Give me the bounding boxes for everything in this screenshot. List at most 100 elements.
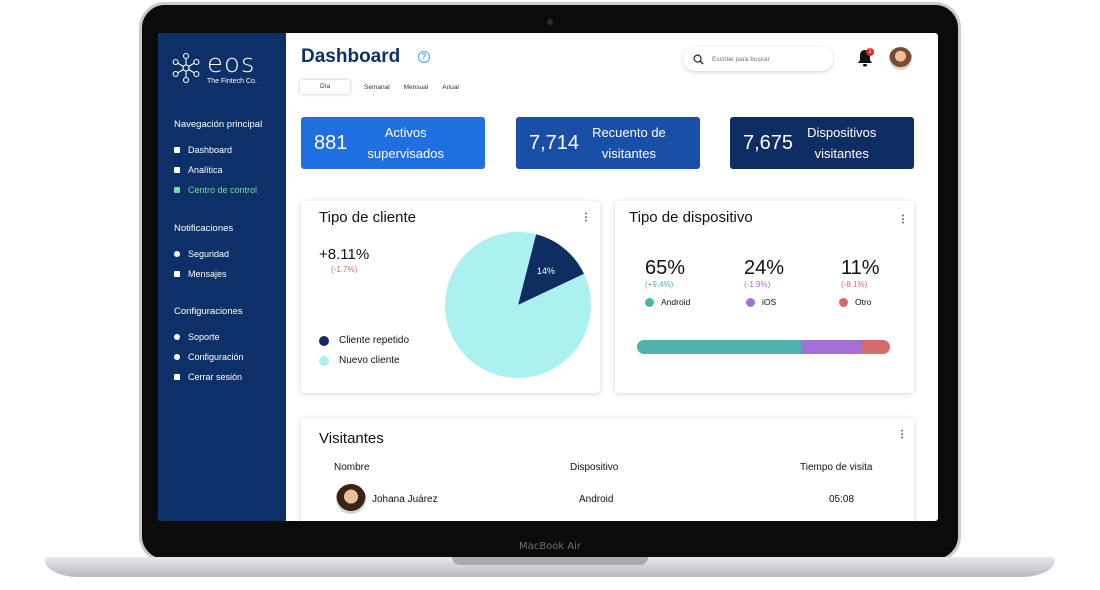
column-header-visit-time[interactable]: Tiempo de visita: [800, 462, 873, 473]
legend-swatch: [319, 355, 329, 366]
notification-badge: 1: [866, 48, 874, 56]
nav-section-settings: Configuraciones Soporte Configuración Ce…: [174, 306, 244, 387]
sidebar-item-label: Cerrar sesión: [188, 372, 243, 382]
sidebar-item-label: Soporte: [188, 332, 220, 342]
help-icon[interactable]: ?: [418, 51, 430, 63]
stat-label: Activos supervisados: [367, 122, 444, 164]
stat-value: 881: [314, 131, 348, 154]
tab-weekly[interactable]: Semanal: [364, 83, 390, 91]
device-name: Android: [661, 297, 691, 307]
column-header-device[interactable]: Dispositivo: [570, 462, 619, 473]
device-delta-ios: (-1.9%): [744, 280, 771, 289]
tab-day[interactable]: Día: [300, 80, 350, 94]
search-input[interactable]: [712, 55, 822, 63]
sidebar: eos The Fintech Co. Navegación principal…: [158, 33, 286, 521]
sidebar-item-settings[interactable]: Configuración: [174, 347, 244, 367]
device-name: iOS: [762, 297, 777, 307]
logo-name: eos: [207, 49, 256, 79]
sidebar-item-support[interactable]: Soporte: [174, 327, 244, 347]
device-legend-android: Android: [645, 297, 690, 307]
device-delta-other: (-8.1%): [841, 280, 868, 289]
device-type-panel: Tipo de dispositivo ⋮ 65% (+9.4%) Androi…: [615, 201, 914, 393]
client-type-pie-chart: 14%: [445, 232, 591, 378]
search-icon: [693, 54, 704, 65]
logo-text: eos The Fintech Co.: [207, 51, 257, 85]
avatar[interactable]: [889, 47, 912, 70]
stat-label-line2: supervisados: [367, 146, 444, 161]
page-title: Dashboard: [301, 46, 401, 67]
device-pct-ios: 24%: [744, 257, 785, 279]
grid-icon: [174, 147, 180, 153]
sidebar-item-label: Analítica: [188, 165, 223, 175]
sidebar-item-label: Dashboard: [188, 145, 233, 155]
nav-section-title: Configuraciones: [174, 306, 243, 317]
sidebar-item-label: Seguridad: [188, 249, 230, 259]
sidebar-item-label: Configuración: [188, 352, 244, 362]
panel-title: Visitantes: [319, 430, 384, 447]
control-icon: [174, 187, 180, 193]
sidebar-item-control-center[interactable]: Centro de control: [174, 180, 262, 200]
support-icon: [174, 334, 180, 340]
shield-icon: [174, 251, 180, 257]
stat-card-visitor-devices[interactable]: 7,675 Dispositivos visitantes: [730, 117, 914, 169]
device-legend-other: Otro: [839, 297, 872, 307]
stat-label-line2: visitantes: [814, 146, 869, 161]
nav-section-title: Navegación principal: [174, 119, 263, 130]
stat-label: Dispositivos visitantes: [807, 122, 876, 164]
sidebar-item-logout[interactable]: Cerrar sesión: [174, 367, 244, 387]
search-box[interactable]: [683, 47, 833, 71]
tab-monthly[interactable]: Mensual: [403, 83, 429, 91]
pie-slice-new-client: [445, 232, 591, 378]
device-bar-segment-ios: [801, 340, 863, 354]
legend-label: Cliente repetido: [339, 335, 410, 346]
legend-label: Nuevo cliente: [339, 355, 400, 366]
gear-icon: [174, 354, 180, 360]
sidebar-item-dashboard[interactable]: Dashboard: [174, 140, 262, 160]
pie-data-label: 14%: [537, 266, 555, 276]
tab-yearly[interactable]: Anual: [442, 83, 459, 91]
legend-swatch: [839, 297, 848, 307]
more-menu-icon[interactable]: ⋮: [897, 429, 907, 440]
device-name: Otro: [855, 297, 872, 307]
stat-card-visitor-count[interactable]: 7,714 Recuento de visitantes: [516, 117, 700, 169]
column-header-name[interactable]: Nombre: [334, 462, 370, 473]
nav-section-title: Notificaciones: [174, 223, 234, 234]
logout-icon: [174, 374, 180, 380]
message-icon: [174, 271, 180, 277]
network-logo-icon: [172, 52, 200, 84]
nav-section-notifications: Notificaciones Seguridad Mensajes: [174, 223, 233, 284]
stat-label-line2: visitantes: [601, 146, 657, 161]
stat-card-assets[interactable]: 881 Activos supervisados: [301, 117, 485, 169]
more-menu-icon[interactable]: ⋮: [898, 214, 908, 225]
logo[interactable]: eos The Fintech Co.: [169, 51, 257, 85]
client-change-sub: (-1.7%): [331, 265, 358, 274]
visitor-device: Android: [579, 494, 614, 505]
pie-slice-repeat-client: [518, 234, 585, 305]
sidebar-item-messages[interactable]: Mensajes: [174, 264, 233, 284]
device-bar-segment-android: [637, 340, 802, 354]
device-pct-android: 65%: [645, 257, 686, 279]
client-type-panel: Tipo de cliente ⋮ +8.11% (-1.7%) 14% Cli…: [301, 201, 600, 393]
stat-value: 7,675: [743, 131, 794, 154]
app-screen: eos The Fintech Co. Navegación principal…: [158, 33, 938, 521]
stat-label-line1: Recuento de: [592, 125, 666, 140]
device-delta-android: (+9.4%): [645, 280, 674, 289]
more-menu-icon[interactable]: ⋮: [581, 212, 591, 223]
stat-label: Recuento de visitantes: [592, 122, 666, 164]
legend-item-repeat-client: Cliente repetido: [319, 335, 409, 346]
avatar: [336, 484, 366, 514]
laptop-base: [45, 557, 1055, 577]
panel-title: Tipo de dispositivo: [629, 209, 753, 226]
client-change-value: +8.11%: [319, 246, 370, 263]
legend-swatch: [746, 297, 755, 307]
analytics-icon: [174, 167, 180, 173]
panel-title: Tipo de cliente: [319, 209, 417, 226]
legend-swatch: [645, 297, 654, 307]
nav-section-main: Navegación principal Dashboard Analítica…: [174, 119, 262, 200]
device-bar-segment-other: [862, 340, 890, 354]
sidebar-item-analytics[interactable]: Analítica: [174, 160, 262, 180]
sidebar-item-security[interactable]: Seguridad: [174, 244, 233, 264]
visitor-name: Johana Juárez: [372, 494, 438, 505]
legend-item-new-client: Nuevo cliente: [319, 355, 400, 366]
period-tabs: Día Semanal Mensual Anual: [300, 80, 473, 94]
